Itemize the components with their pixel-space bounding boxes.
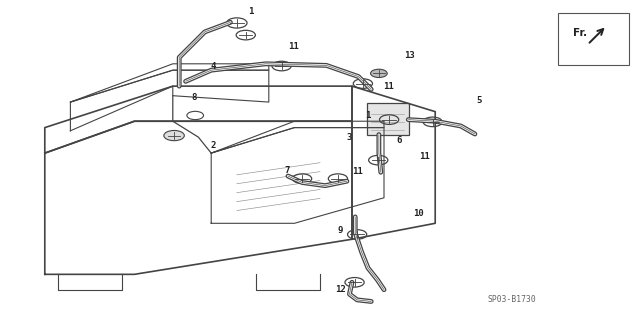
Text: 7: 7 bbox=[284, 166, 289, 175]
Text: 8: 8 bbox=[192, 93, 197, 102]
Text: 1: 1 bbox=[248, 7, 253, 16]
Text: 11: 11 bbox=[288, 42, 299, 51]
Text: 6: 6 bbox=[397, 137, 402, 145]
Text: 1: 1 bbox=[365, 111, 370, 120]
Circle shape bbox=[164, 130, 184, 141]
Text: 12: 12 bbox=[335, 285, 346, 294]
Text: Fr.: Fr. bbox=[573, 28, 588, 39]
Text: 3: 3 bbox=[347, 133, 352, 142]
Text: SP03-B1730: SP03-B1730 bbox=[488, 295, 536, 304]
Text: 13: 13 bbox=[404, 51, 415, 60]
Text: 9: 9 bbox=[338, 226, 343, 235]
Text: 11: 11 bbox=[383, 82, 394, 91]
FancyBboxPatch shape bbox=[367, 103, 409, 135]
Text: 2: 2 bbox=[211, 141, 216, 150]
Text: 10: 10 bbox=[413, 209, 424, 218]
Text: 5: 5 bbox=[477, 96, 482, 105]
Text: 11: 11 bbox=[352, 167, 363, 176]
Circle shape bbox=[371, 69, 387, 78]
Text: 11: 11 bbox=[419, 152, 430, 161]
Text: 4: 4 bbox=[211, 63, 216, 71]
